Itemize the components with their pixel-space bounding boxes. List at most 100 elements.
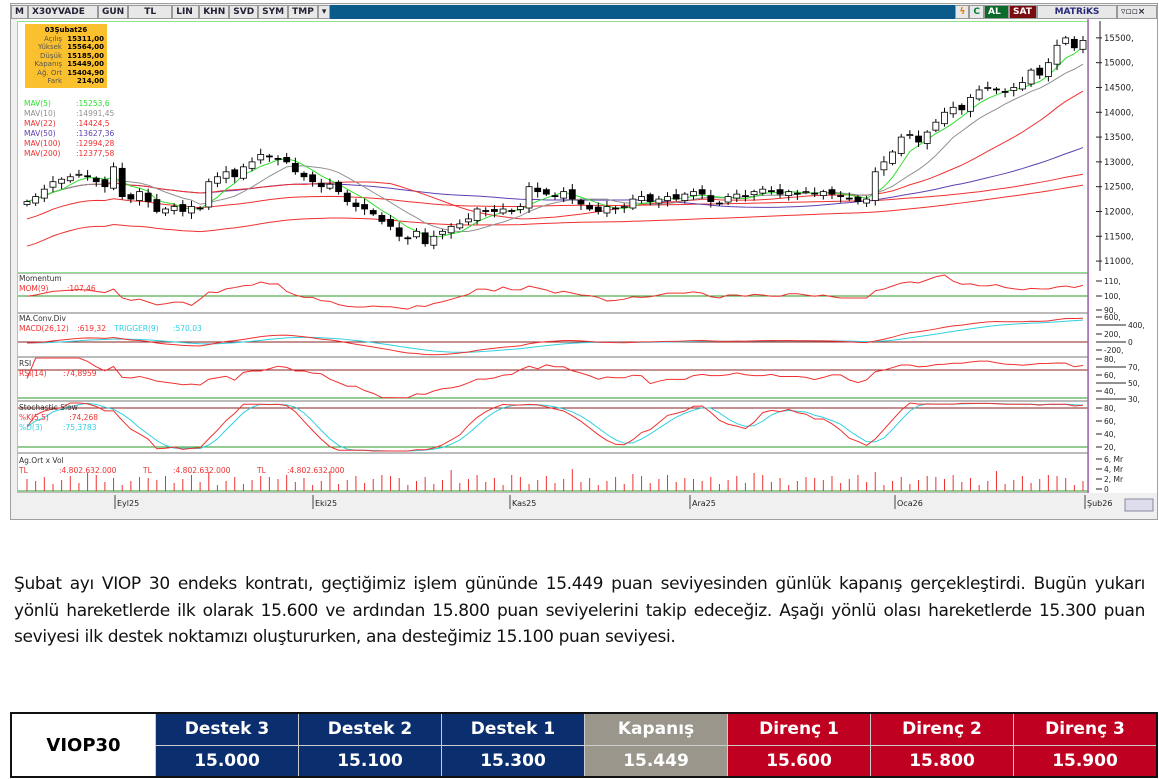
candle-body bbox=[612, 207, 619, 210]
candle-body bbox=[993, 88, 1000, 91]
y-tick-label: 14000, bbox=[1104, 108, 1134, 118]
candle-body bbox=[231, 169, 239, 178]
candle-body bbox=[369, 210, 377, 215]
macd-tick-label: 600, bbox=[1104, 313, 1121, 322]
candle-body bbox=[975, 89, 983, 100]
stoch-tick-label: 80, bbox=[1104, 404, 1116, 413]
khn-button[interactable]: KHN bbox=[199, 5, 230, 19]
candle-body bbox=[196, 207, 204, 210]
level-label: Direnç 2 bbox=[871, 714, 1013, 746]
candle-body bbox=[439, 230, 446, 235]
window-controls[interactable]: ▿▫▫× bbox=[1117, 5, 1157, 19]
dropdown-icon[interactable]: ▾ bbox=[317, 5, 331, 19]
candle-body bbox=[162, 208, 169, 214]
mav-value: :13627,36 bbox=[76, 129, 115, 138]
candle-body bbox=[681, 193, 689, 201]
stoch-d-label: %D(3) bbox=[19, 423, 43, 432]
y-tick-label: 15500, bbox=[1104, 34, 1134, 44]
candle-body bbox=[551, 195, 559, 198]
stoch-title: Stochastic Slow bbox=[19, 403, 78, 412]
mav-value: :12994,28 bbox=[76, 139, 115, 148]
volume-tick-label: 0 bbox=[1104, 485, 1109, 494]
candle-body bbox=[118, 167, 126, 198]
rsi-title: RSI bbox=[19, 359, 32, 368]
period-button[interactable]: GUN bbox=[97, 5, 129, 19]
candle-body bbox=[915, 135, 922, 143]
candle-body bbox=[577, 200, 585, 205]
momentum-value: :107,46 bbox=[66, 284, 96, 293]
sym-button[interactable]: SYM bbox=[258, 5, 289, 19]
ma-line-100 bbox=[26, 173, 1084, 220]
candle-body bbox=[508, 210, 516, 212]
candle-body bbox=[257, 154, 265, 161]
level-value: 15.800 bbox=[909, 750, 975, 771]
rsi-line bbox=[26, 357, 1084, 399]
mav-label: MAV(5) bbox=[24, 99, 51, 108]
buy-button[interactable]: AL bbox=[984, 5, 1009, 19]
candle-body bbox=[1079, 40, 1087, 50]
rsi-tick-label: 60, bbox=[1104, 371, 1116, 380]
candle-body bbox=[733, 193, 741, 199]
candle-body bbox=[205, 181, 213, 208]
macd-tick-label: 200, bbox=[1104, 330, 1121, 339]
candle-body bbox=[136, 191, 143, 201]
candle-body bbox=[560, 191, 568, 199]
candle-body bbox=[1053, 44, 1061, 65]
symbol-selector[interactable]: X30YVADE bbox=[27, 5, 98, 19]
level-value: 15.449 bbox=[623, 750, 689, 771]
candle-body bbox=[309, 174, 317, 183]
candle-body bbox=[906, 134, 914, 136]
candle-body bbox=[413, 230, 420, 238]
candle-body bbox=[265, 155, 273, 158]
refresh-icon[interactable]: C bbox=[969, 5, 984, 19]
level-label: Kapanış bbox=[585, 714, 727, 746]
candle-body bbox=[291, 162, 299, 173]
brand-label: MATRiKS bbox=[1037, 5, 1117, 19]
vol-value-3: :4.802.632.000 bbox=[287, 466, 345, 475]
candle-body bbox=[620, 206, 628, 208]
candle-body bbox=[845, 197, 853, 200]
mav-label: MAV(50) bbox=[24, 129, 56, 138]
level-value: 15.300 bbox=[480, 750, 546, 771]
rsi-tick-label: 40, bbox=[1104, 387, 1116, 396]
stoch-tick-label: 60, bbox=[1104, 417, 1116, 426]
chart-toolbar: M X30YVADE GUN TL LIN KHN SVD SYM TMP ▾ … bbox=[11, 5, 1157, 19]
candle-body bbox=[248, 161, 256, 169]
vol-unit-3: TL bbox=[257, 466, 266, 475]
candle-body bbox=[897, 136, 905, 154]
volume-tick-label: 4, Mr bbox=[1104, 465, 1124, 474]
lightning-icon[interactable]: ϟ bbox=[955, 5, 970, 19]
candle-body bbox=[404, 237, 412, 240]
candle-body bbox=[1062, 37, 1070, 44]
mav-row: MAV(22):14424,5 bbox=[24, 119, 114, 129]
candle-body bbox=[811, 192, 819, 195]
candle-body bbox=[802, 191, 810, 194]
scale-button[interactable]: LIN bbox=[172, 5, 200, 19]
candle-body bbox=[742, 195, 749, 198]
mav-row: MAV(5):15253,6 bbox=[24, 99, 114, 109]
ohlc-date: 03Şubat26 bbox=[44, 26, 88, 34]
candle-body bbox=[949, 106, 957, 115]
level-column: Direnç 1 15.600 bbox=[727, 714, 870, 776]
candle-body bbox=[984, 87, 992, 89]
candle-body bbox=[1019, 82, 1026, 90]
candle-body bbox=[387, 219, 394, 227]
currency-button[interactable]: TL bbox=[128, 5, 173, 19]
tmp-button[interactable]: TMP bbox=[288, 5, 318, 19]
candle-body bbox=[1036, 67, 1044, 76]
level-column: Destek 3 15.000 bbox=[155, 714, 298, 776]
instrument-name: VIOP30 bbox=[12, 714, 155, 776]
candle-body bbox=[179, 204, 187, 212]
candle-body bbox=[101, 179, 109, 188]
candle-body bbox=[655, 198, 663, 204]
level-label: Destek 2 bbox=[299, 714, 441, 746]
svd-button[interactable]: SVD bbox=[229, 5, 259, 19]
sell-button[interactable]: SAT bbox=[1009, 5, 1037, 19]
level-label: Destek 1 bbox=[442, 714, 584, 746]
macd-title: MA.Conv.Div bbox=[19, 314, 66, 323]
candle-body bbox=[378, 215, 386, 222]
candle-body bbox=[465, 218, 472, 223]
y-tick-label: 12500, bbox=[1104, 183, 1134, 193]
vol-value-1: :4.802.632.000 bbox=[59, 466, 117, 475]
chart-area[interactable]: 15500, 15000, 14500, 14000, 13500, 13000, 1250… bbox=[17, 19, 1157, 513]
